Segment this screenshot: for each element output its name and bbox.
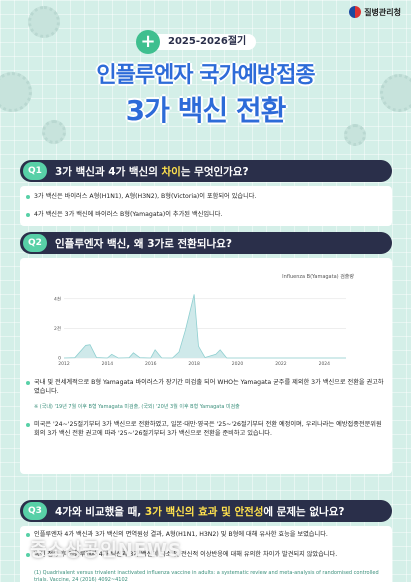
virus-decoration-top-left [28, 6, 60, 38]
page-title-line2: 3가 백신 전환 [125, 94, 287, 127]
question-number-q3: Q3 [23, 502, 47, 520]
answer-bullet: 국내 및 전세계적으로 B형 Yamagata 바이러스가 장기간 미검출 되어… [26, 379, 384, 395]
x-tick-label: 2022 [275, 361, 287, 367]
reference-note: (1) Quadrivalent versus trivalent inacti… [34, 570, 379, 582]
agency-name: 질병관리청 [364, 7, 401, 17]
virus-decoration-right [380, 74, 411, 112]
season-badge: 2025-2026절기 [150, 34, 257, 50]
medical-cross-icon: + [136, 30, 160, 54]
footnote: ※ (국내) '19년 7월 이후 B형 Yamagata 미검출, (국외) … [34, 404, 240, 410]
x-tick-label: 2020 [232, 361, 244, 367]
agency-logo: 질병관리청 [349, 6, 401, 18]
question-text-q3: 4가와 비교했을 때, 3가 백신의 효과 및 안전성에 문제는 없나요? [55, 505, 345, 518]
question-bar-q2: Q2 인플루엔자 백신, 왜 3가로 전환되나요? [20, 232, 392, 254]
y-tick-label: 4천 [54, 295, 61, 302]
question-number-q2: Q2 [23, 234, 47, 252]
question-bar-q3: Q3 4가와 비교했을 때, 3가 백신의 효과 및 안전성에 문제는 없나요? [20, 500, 392, 522]
yamagata-detection-chart: Influenza B(Yamagata) 검출량 0 2천 4천 2012 2014… [54, 273, 354, 367]
x-tick-label: 2024 [319, 361, 331, 367]
x-tick-label: 2014 [102, 361, 114, 367]
answer-panel-q1: 3가 백신은 바이러스 A형(H1N1), A형(H3N2), B형(Victo… [20, 186, 392, 226]
x-tick-label: 2012 [58, 361, 70, 367]
answer-panel-q3: 인플루엔자 4가 백신과 3가 백신의 면역원성 결과, A형(H1N1, H3… [20, 526, 392, 582]
answer-bullet: 인플루엔자 4가 백신과 3가 백신의 면역원성 결과, A형(H1N1, H3… [26, 530, 384, 539]
answer-bullet: 4가 백신은 3가 백신에 바이러스 B형(Yamagata)이 추가된 백신입… [26, 210, 384, 219]
y-tick-label: 2천 [54, 325, 61, 332]
answer-bullet: 미국은 '24~'25절기부터 3가 백신으로 전환하였고, 일본·대만·영국은… [26, 420, 384, 438]
question-text-q1: 3가 백신과 4가 백신의 차이는 무엇인가요? [55, 165, 249, 178]
x-tick-label: 2016 [145, 361, 157, 367]
y-tick-label: 0 [58, 356, 61, 362]
question-text-q2: 인플루엔자 백신, 왜 3가로 전환되나요? [55, 237, 232, 250]
virus-decoration-mid-right [344, 124, 366, 146]
virus-decoration-left [0, 72, 32, 112]
series-area-yamagata [64, 294, 346, 358]
taegeuk-icon [349, 6, 362, 18]
watermark-logo [37, 538, 59, 560]
x-tick-label: 2018 [188, 361, 200, 367]
answer-bullet: 3가 백신은 바이러스 A형(H1N1), A형(H3N2), B형(Victo… [26, 192, 384, 201]
series-line-yamagata [63, 294, 346, 359]
page-title-line1: 인플루엔자 국가예방접종 [96, 63, 315, 88]
answer-bullet: 백신 접종 후 인플루엔자 4가 백신과 3가 백신의 국소 및 전신적 이상반… [26, 550, 384, 559]
question-bar-q1: Q1 3가 백신과 4가 백신의 차이는 무엇인가요? [20, 160, 392, 182]
question-number-q1: Q1 [23, 162, 47, 180]
watermark-text: 중소상공인NEWS [30, 540, 182, 561]
answer-panel-q2: 국내 및 전세계적으로 B형 Yamagata 바이러스가 장기간 미검출 되어… [20, 258, 392, 474]
virus-decoration-mid-left [42, 120, 66, 144]
chart-legend: Influenza B(Yamagata) 검출량 [282, 273, 354, 280]
